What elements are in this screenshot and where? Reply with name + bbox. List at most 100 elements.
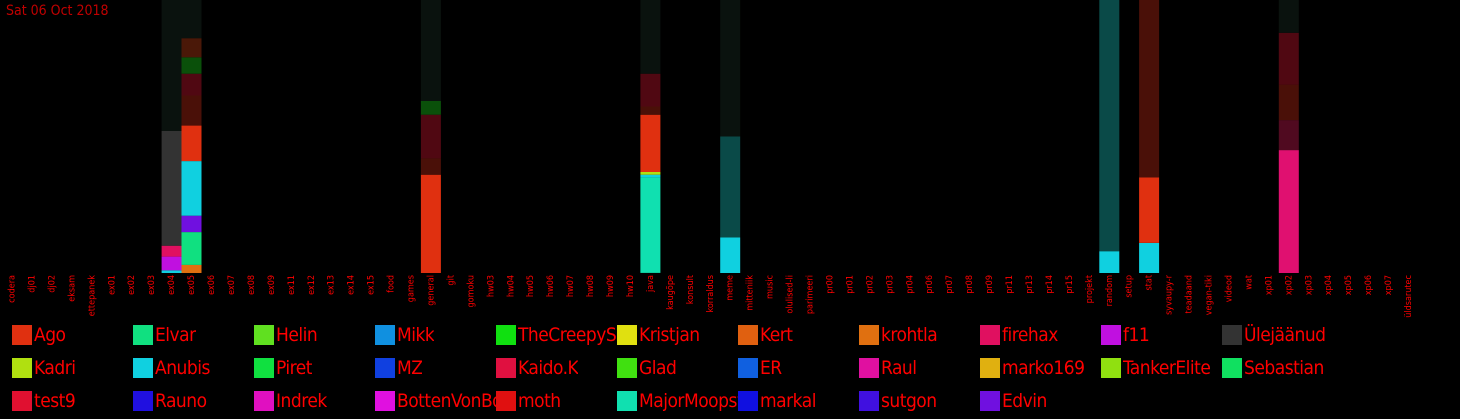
- x-tick-label: gomoku: [466, 275, 476, 307]
- x-tick-label: ex13: [327, 275, 337, 295]
- legend-label: firehax: [1002, 324, 1058, 346]
- x-tick-label: hw07: [566, 275, 576, 297]
- legend-swatch: [738, 325, 758, 345]
- legend-label: moth: [518, 390, 561, 412]
- legend-swatch: [12, 391, 32, 411]
- legend-item: Kert: [738, 320, 793, 350]
- x-tick-label: ex03: [147, 275, 157, 295]
- x-tick-label: xp01: [1264, 275, 1274, 295]
- x-tick-label: ex12: [307, 275, 317, 295]
- x-tick-label: projekt: [1085, 275, 1095, 303]
- x-tick-label: pr00: [825, 275, 835, 294]
- x-tick-label: ex14: [347, 275, 357, 295]
- x-tick-label: ettepanek: [87, 275, 97, 317]
- x-tick-label: ex08: [247, 275, 257, 295]
- x-tick-label: pr02: [865, 275, 875, 294]
- legend-swatch: [980, 325, 1000, 345]
- legend-swatch: [133, 358, 153, 378]
- x-tick-label: hw05: [526, 275, 536, 297]
- bar-segment: [181, 0, 202, 39]
- legend: Ago Elvar Helin Mikk TheCreepySheep Kristjan K…: [0, 318, 1460, 418]
- x-tick-label: hw08: [586, 275, 596, 297]
- legend-label: marko169: [1002, 357, 1085, 379]
- bar-segment: [720, 237, 741, 273]
- legend-swatch: [375, 358, 395, 378]
- legend-swatch: [859, 325, 879, 345]
- x-tick-label: parimeeri: [806, 275, 816, 314]
- legend-label: Anubis: [155, 357, 210, 379]
- legend-swatch: [496, 358, 516, 378]
- x-tick-label: pr13: [1025, 275, 1035, 294]
- x-tick-label: xp06: [1364, 275, 1374, 295]
- legend-item: Edvin: [980, 386, 1047, 416]
- bar-segment: [640, 73, 661, 107]
- x-axis-tick-labels: codera dj01 dj02 eksam ettepanek ex01 ex02 ex03…: [8, 274, 1415, 317]
- x-tick-label: xp03: [1304, 275, 1314, 295]
- legend-item: ER: [738, 353, 782, 383]
- legend-swatch: [1222, 325, 1242, 345]
- legend-label: TheCreepySheep: [518, 324, 618, 346]
- bar-segment: [1139, 177, 1160, 243]
- x-tick-label: ex05: [187, 275, 197, 295]
- x-tick-label: general: [426, 275, 436, 306]
- x-tick-label: xp07: [1384, 275, 1394, 295]
- x-tick-label: pr07: [945, 275, 955, 294]
- legend-item: firehax: [980, 320, 1058, 350]
- bar-segment: [420, 114, 441, 159]
- legend-swatch: [375, 325, 395, 345]
- bar-segment: [720, 0, 741, 137]
- legend-item: f11: [1101, 320, 1149, 350]
- bar-segment: [1278, 0, 1299, 33]
- x-tick-label: hw06: [546, 275, 556, 297]
- bar-segment: [161, 270, 182, 273]
- legend-item: Kaido.K: [496, 353, 578, 383]
- legend-label: Mikk: [397, 324, 435, 346]
- bar-segment: [640, 0, 661, 74]
- x-tick-label: pr01: [845, 275, 855, 294]
- legend-item: krohtla: [859, 320, 937, 350]
- legend-item: Raul: [859, 353, 917, 383]
- legend-item: Mikk: [375, 320, 434, 350]
- bar-segment: [161, 0, 182, 131]
- x-tick-label: games: [407, 275, 417, 302]
- bar-segment: [1278, 32, 1299, 85]
- legend-label: Ülejäänud: [1244, 324, 1326, 346]
- x-tick-label: random: [1105, 275, 1115, 307]
- legend-swatch: [496, 391, 516, 411]
- legend-label: Glad: [639, 357, 677, 379]
- legend-item: TheCreepySheep: [496, 320, 618, 350]
- bar-segment: [161, 256, 182, 271]
- legend-swatch: [133, 325, 153, 345]
- x-tick-label: ex01: [107, 275, 117, 295]
- legend-item: Kadri: [12, 353, 75, 383]
- bar-segment: [181, 38, 202, 58]
- bar-segment: [161, 245, 182, 257]
- legend-label: Kaido.K: [518, 357, 579, 379]
- legend-swatch: [254, 391, 274, 411]
- x-tick-label: meme: [726, 275, 736, 301]
- bar-segment: [720, 136, 741, 238]
- legend-item: Ülejäänud: [1222, 320, 1326, 350]
- legend-swatch: [617, 325, 637, 345]
- legend-label: Helin: [276, 324, 318, 346]
- legend-item: Sebastian: [1222, 353, 1324, 383]
- x-tick-label: hw09: [606, 275, 616, 297]
- x-tick-label: xp05: [1344, 275, 1354, 295]
- legend-label: Kadri: [34, 357, 76, 379]
- bar-segment: [181, 232, 202, 265]
- legend-item: TankerElite: [1101, 353, 1210, 383]
- legend-label: Rauno: [155, 390, 207, 412]
- legend-swatch: [1101, 358, 1121, 378]
- bar-segment: [640, 177, 661, 273]
- x-tick-label: ex06: [207, 275, 217, 295]
- legend-label: ER: [760, 357, 782, 379]
- bar-segment: [181, 215, 202, 233]
- x-tick-label: music: [766, 275, 776, 299]
- bar-segment: [1139, 0, 1160, 178]
- legend-swatch: [496, 325, 516, 345]
- bar-segment: [1278, 120, 1299, 151]
- x-tick-label: food: [387, 275, 397, 293]
- legend-label: TankerElite: [1123, 357, 1211, 379]
- legend-item: markal: [738, 386, 816, 416]
- x-tick-label: java: [646, 275, 656, 293]
